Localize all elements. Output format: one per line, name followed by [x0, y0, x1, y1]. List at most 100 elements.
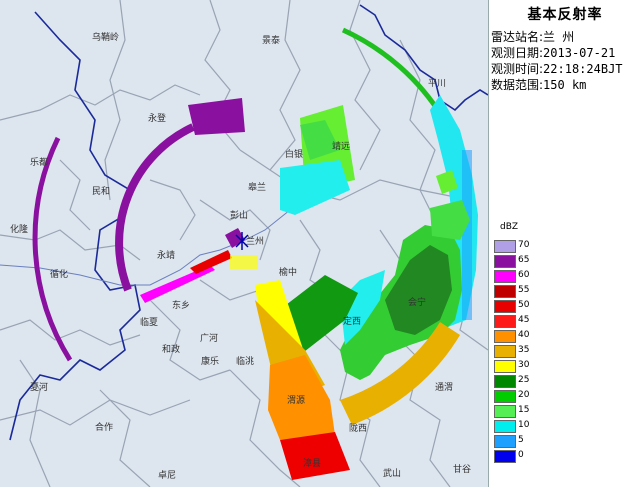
legend-entry: 0: [494, 450, 534, 463]
echo-w-arc-outer: [32, 136, 73, 362]
map-canvas: [0, 0, 488, 487]
place-hezheng: 和政: [162, 345, 181, 355]
legend-swatch: [494, 300, 516, 313]
place-longxi: 陇西: [349, 424, 368, 434]
place-yongdeng: 永登: [148, 114, 167, 124]
place-minhe: 民和: [92, 187, 111, 197]
legend-label: 35: [518, 345, 530, 355]
place-kangle: 康乐: [201, 357, 220, 367]
legend-label: 60: [518, 270, 530, 280]
place-dongxiang: 东乡: [172, 301, 191, 311]
time-label: 观测时间:: [491, 62, 544, 76]
place-xunhua: 循化: [50, 270, 69, 280]
place-baiyin: 白银: [285, 150, 304, 160]
echo-se-band: [340, 322, 460, 425]
place-hualong: 化隆: [10, 225, 29, 235]
place-xiahe: 夏河: [30, 383, 49, 393]
station-value: 兰 州: [543, 30, 575, 44]
legend-swatch: [494, 285, 516, 298]
province-boundaries: [9, 4, 488, 441]
place-ledu: 乐都: [30, 158, 49, 168]
place-zhuoni: 卓尼: [158, 471, 177, 481]
place-pengshan: 彭山: [230, 211, 249, 221]
legend-swatch: [494, 255, 516, 268]
place-zhangxian: 漳县: [303, 459, 322, 469]
legend-label: 20: [518, 390, 530, 400]
legend-entry: 35: [494, 345, 534, 358]
legend-entry: 40: [494, 330, 534, 343]
legend-label: 5: [518, 435, 524, 445]
range-value: 150 km: [543, 78, 587, 92]
legend-label: 30: [518, 360, 530, 370]
legend-label: 55: [518, 285, 530, 295]
legend-swatch: [494, 270, 516, 283]
info-panel: 基本反射率 雷达站名:兰 州 观测日期:2013-07-21 观测时间:22:1…: [488, 0, 640, 487]
date-value: 2013-07-21: [543, 46, 616, 60]
echo-center-green: [282, 275, 358, 355]
place-jingyuan: 靖远: [332, 142, 351, 152]
date-row: 观测日期:2013-07-21: [491, 44, 615, 61]
place-gangu: 甘谷: [453, 465, 472, 475]
echo-s-red: [280, 432, 350, 480]
echo-ne-arc: [341, 27, 446, 120]
radar-map[interactable]: 乌鞘岭 景泰 永登 靖远 白银 平川 乐都 民和 皋兰 彭山 兰州 化隆 循化 …: [0, 0, 488, 487]
echo-s-sector: [255, 280, 305, 355]
date-label: 观测日期:: [491, 46, 544, 60]
place-wuqiaoling: 乌鞘岭: [92, 33, 120, 43]
legend-entry: 55: [494, 285, 534, 298]
place-lintao: 临洮: [236, 357, 255, 367]
legend-swatch: [494, 375, 516, 388]
legend-label: 70: [518, 240, 530, 250]
echo-w-arc-inner: [115, 123, 195, 292]
legend-entry: 5: [494, 435, 534, 448]
station-label: 雷达站名:: [491, 30, 544, 44]
place-pingchuan: 平川: [428, 79, 447, 89]
legend-entry: 45: [494, 315, 534, 328]
place-wushan: 武山: [383, 469, 402, 479]
legend-entry: 30: [494, 360, 534, 373]
legend-label: 25: [518, 375, 530, 385]
legend-entry: 10: [494, 420, 534, 433]
legend-entry: 20: [494, 390, 534, 403]
legend-unit: dBZ: [500, 222, 519, 232]
legend-label: 10: [518, 420, 530, 430]
legend-label: 0: [518, 450, 524, 460]
legend-swatch: [494, 345, 516, 358]
legend-label: 65: [518, 255, 530, 265]
legend-swatch: [494, 315, 516, 328]
place-lanzhou: 兰州: [246, 237, 265, 247]
radar-site-marker: [235, 232, 249, 250]
legend-entry: 25: [494, 375, 534, 388]
place-tongwei: 通渭: [435, 383, 454, 393]
legend-label: 45: [518, 315, 530, 325]
legend-swatch: [494, 390, 516, 403]
place-huining: 会宁: [408, 298, 427, 308]
place-weiyuan: 渭源: [287, 396, 306, 406]
place-yuzhong: 榆中: [279, 268, 298, 278]
legend-swatch: [494, 405, 516, 418]
place-linxia: 临夏: [140, 318, 159, 328]
place-jingtai: 景泰: [262, 36, 281, 46]
legend-entry: 50: [494, 300, 534, 313]
legend-label: 40: [518, 330, 530, 340]
product-title: 基本反射率: [527, 7, 603, 23]
time-row: 观测时间:22:18:24BJT: [491, 60, 623, 77]
place-yongjing: 永靖: [157, 251, 176, 261]
legend-swatch: [494, 450, 516, 463]
legend-swatch: [494, 435, 516, 448]
legend-entry: 15: [494, 405, 534, 418]
legend-swatch: [494, 360, 516, 373]
place-guanghe: 广河: [200, 334, 219, 344]
place-gaolan: 皋兰: [248, 183, 267, 193]
echo-nw-block: [188, 98, 245, 135]
place-dingxi: 定西: [343, 317, 362, 327]
time-value: 22:18:24BJT: [543, 62, 623, 76]
place-hezuo: 合作: [95, 423, 114, 433]
radar-echoes: [32, 27, 478, 480]
legend-entry: 65: [494, 255, 534, 268]
legend-swatch: [494, 330, 516, 343]
range-label: 数据范围:: [491, 78, 544, 92]
legend-entry: 70: [494, 240, 534, 253]
legend-entry: 60: [494, 270, 534, 283]
